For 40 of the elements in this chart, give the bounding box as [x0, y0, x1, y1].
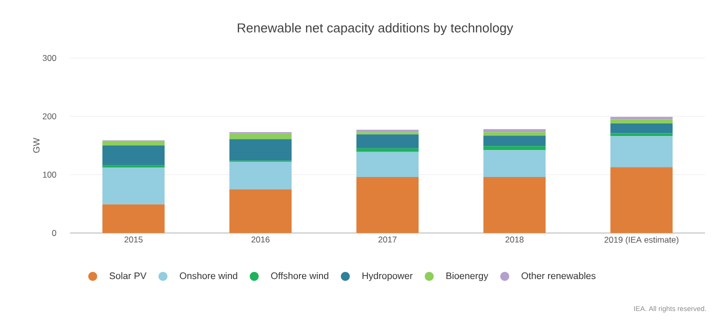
bar: [102, 168, 165, 204]
bar: [610, 136, 673, 168]
x-tick-label: 2016: [252, 236, 270, 243]
bar: [610, 119, 673, 124]
bar: [483, 129, 546, 132]
y-axis-title: GW: [33, 138, 40, 153]
x-tick-label: 2019 (IEA estimate): [604, 236, 678, 244]
bar: [229, 139, 292, 161]
bar: [483, 150, 546, 177]
bar: [229, 162, 292, 190]
x-tick-label: 2017: [378, 236, 396, 243]
legend-label: Onshore wind: [180, 272, 238, 280]
bar: [483, 132, 546, 136]
legend-label: Bioenergy: [446, 272, 488, 282]
y-tick-label: 0: [52, 230, 56, 236]
legend-label: Other renewables: [522, 272, 596, 280]
y-tick-label: 100: [43, 172, 56, 178]
chart-title: Renewable net capacity additions by technology: [238, 22, 514, 36]
x-tick-label: 2018: [506, 236, 524, 243]
bar: [102, 140, 165, 146]
bar: [356, 152, 419, 177]
x-tick-label: 2015: [124, 236, 143, 243]
bar: [483, 177, 546, 233]
bar: [102, 204, 165, 233]
bar: [483, 136, 546, 146]
bar: [610, 116, 673, 120]
bar: [483, 146, 546, 150]
bar: [356, 177, 419, 233]
bar: [356, 134, 419, 148]
bar: [610, 167, 673, 233]
legend-label: Solar PV: [110, 272, 146, 280]
legend-label: Hydropower: [362, 272, 413, 282]
y-tick-label: 200: [42, 113, 56, 120]
bar: [229, 134, 292, 140]
bar: [610, 123, 673, 134]
y-tick-label: 300: [42, 55, 56, 61]
bar: [229, 189, 292, 233]
bar: [102, 146, 165, 166]
bar: [356, 148, 419, 152]
legend-label: Offshore wind: [271, 272, 328, 280]
